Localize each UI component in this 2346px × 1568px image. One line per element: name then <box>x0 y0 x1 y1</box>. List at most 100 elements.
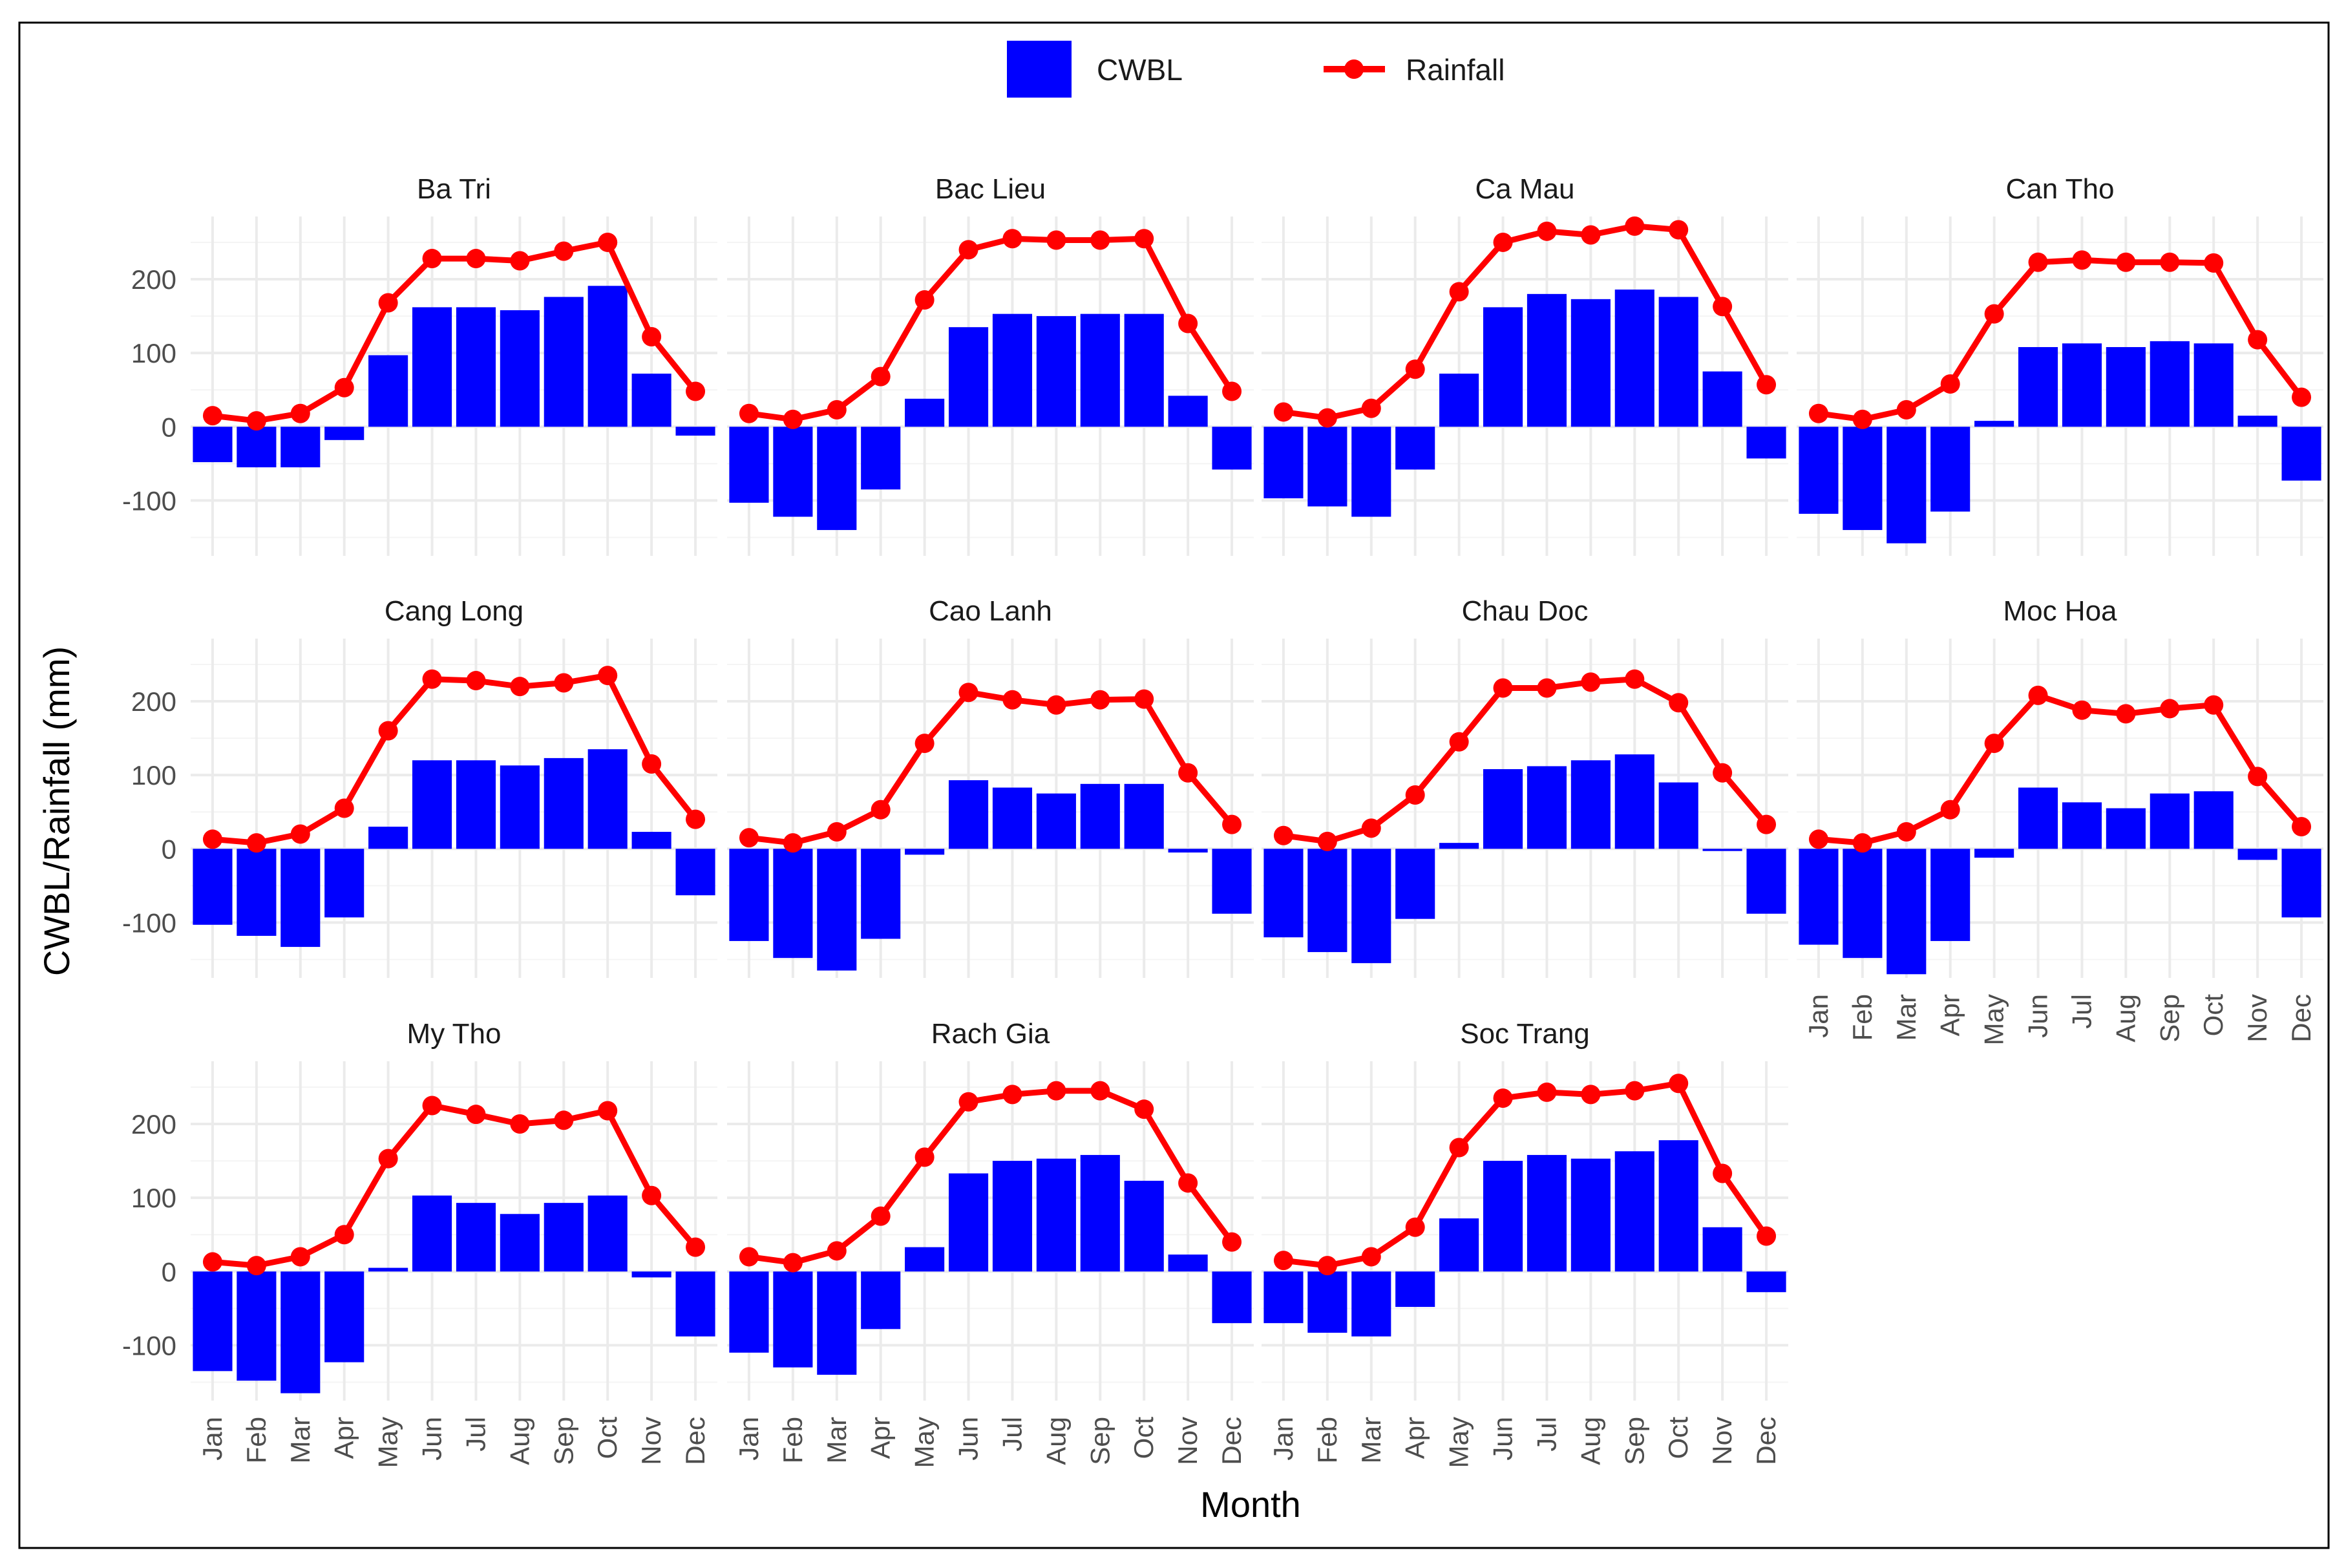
rainfall-point-may <box>914 734 935 754</box>
rainfall-point-may <box>914 290 935 310</box>
rainfall-point-apr <box>1405 1217 1425 1237</box>
rainfall-point-apr <box>334 798 354 818</box>
cwbl-bar-jul <box>992 313 1033 427</box>
panel-bac-lieu: Bac Lieu <box>727 173 1254 556</box>
x-tick-label: Nov <box>1707 1417 1737 1465</box>
rainfall-point-sep <box>554 1110 574 1130</box>
cwbl-bar-jul <box>456 307 496 427</box>
cwbl-bar-apr <box>861 427 901 490</box>
cwbl-bar-jun <box>948 1173 989 1272</box>
x-axis-title: Month <box>1200 1484 1301 1525</box>
cwbl-bar-sep <box>1614 754 1654 849</box>
rainfall-point-may <box>1449 1138 1469 1158</box>
cwbl-bar-oct <box>587 1195 628 1272</box>
cwbl-bar-aug <box>1036 316 1076 427</box>
x-tick-label: Jan <box>734 1417 764 1461</box>
panel-chau-doc: Chau Doc <box>1262 595 1788 978</box>
rainfall-point-feb <box>1317 1256 1337 1276</box>
rainfall-point-nov <box>1713 297 1733 317</box>
y-tick-label: -100 <box>122 1330 176 1361</box>
x-tick-label: Mar <box>1891 994 1921 1041</box>
cwbl-bar-mar <box>1351 427 1391 517</box>
rainfall-point-dec <box>1757 1226 1777 1246</box>
rainfall-point-mar <box>290 403 310 423</box>
cwbl-bar-oct <box>587 286 628 427</box>
cwbl-bar-feb <box>1843 427 1883 531</box>
rainfall-point-apr <box>871 1206 891 1226</box>
rainfall-point-jun <box>1493 678 1513 698</box>
cwbl-bar-mar <box>817 849 857 971</box>
panel-cao-lanh: Cao Lanh <box>727 595 1254 978</box>
rainfall-point-feb <box>246 411 266 431</box>
panel-title: Ca Mau <box>1475 173 1574 205</box>
rainfall-point-sep <box>554 241 574 261</box>
rainfall-point-oct <box>1669 693 1689 713</box>
x-tick-label: Jun <box>1488 1417 1518 1461</box>
cwbl-bar-jan <box>729 849 769 941</box>
cwbl-bar-dec <box>1212 849 1252 914</box>
y-tick-label: 100 <box>131 338 176 368</box>
rainfall-point-jun <box>422 1096 442 1116</box>
rainfall-point-jun <box>422 249 442 269</box>
cwbl-bar-feb <box>1307 427 1347 507</box>
panel-my-tho: My Tho -100 0 100 200 Jan Feb Mar Apr May Jun Jul Au… <box>122 1018 717 1468</box>
rainfall-point-may <box>914 1147 935 1167</box>
x-tick-label: Jan <box>197 1417 227 1461</box>
x-tick-label: Jan <box>1803 994 1833 1038</box>
rainfall-point-aug <box>2116 252 2136 272</box>
rainfall-point-nov <box>1713 1163 1733 1183</box>
x-tick-label: Jul <box>2066 994 2097 1029</box>
legend-marker-rainfall <box>1344 59 1364 79</box>
rainfall-point-may <box>1984 304 2004 324</box>
cwbl-bar-jan <box>1799 849 1839 945</box>
rainfall-point-dec <box>2292 387 2312 407</box>
cwbl-bar-jul <box>2062 802 2102 849</box>
rainfall-point-aug <box>510 1114 530 1134</box>
rainfall-point-aug <box>510 251 530 271</box>
panel-can-tho: Can Tho <box>1797 173 2323 556</box>
cwbl-bar-feb <box>1307 1271 1347 1333</box>
cwbl-bar-dec <box>1746 1271 1786 1293</box>
cwbl-bar-sep <box>1080 313 1120 427</box>
cwbl-bar-aug <box>500 765 540 849</box>
cwbl-bar-jan <box>1263 1271 1304 1324</box>
rainfall-point-mar <box>1361 818 1381 838</box>
rainfall-point-jul <box>466 249 486 269</box>
cwbl-bar-nov <box>1702 1227 1742 1272</box>
rainfall-point-jul <box>2072 250 2092 270</box>
rainfall-point-jun <box>1493 1088 1513 1108</box>
cwbl-bar-jan <box>729 1271 769 1353</box>
rainfall-point-jan <box>739 1247 759 1267</box>
rainfall-point-mar <box>827 822 847 842</box>
rainfall-point-feb <box>783 833 803 853</box>
cwbl-bar-jul <box>456 1203 496 1272</box>
cwbl-bar-dec <box>675 427 715 436</box>
panel-moc-hoa: Moc Hoa Jan Feb Mar Apr May Jun Jul Aug Sep Oct Nov… <box>1797 595 2323 1045</box>
rainfall-point-jul <box>1537 1082 1557 1102</box>
x-tick-label: Sep <box>1084 1417 1115 1465</box>
panel-title: Can Tho <box>2006 173 2115 205</box>
cwbl-bar-jul <box>992 1161 1033 1272</box>
x-tick-label: Oct <box>1128 1417 1159 1459</box>
x-tick-label: Apr <box>1400 1417 1430 1459</box>
x-tick-label: Dec <box>1751 1417 1781 1465</box>
cwbl-bar-oct <box>1658 1140 1698 1272</box>
cwbl-bar-may <box>1439 1218 1479 1272</box>
rainfall-point-sep <box>1090 230 1110 250</box>
cwbl-bar-may <box>368 355 408 427</box>
rainfall-point-oct <box>598 1101 618 1121</box>
cwbl-bar-apr <box>861 1271 901 1330</box>
cwbl-bar-apr <box>1930 849 1971 941</box>
x-tick-label: Dec <box>680 1417 710 1465</box>
cwbl-bar-apr <box>1395 849 1435 919</box>
cwbl-bar-jun <box>412 1195 452 1272</box>
rainfall-point-aug <box>1581 672 1601 692</box>
cwbl-bar-aug <box>1036 1158 1076 1272</box>
cwbl-bar-jan <box>193 849 233 925</box>
cwbl-bar-sep <box>1080 1154 1120 1272</box>
rainfall-point-jan <box>1273 402 1293 422</box>
rainfall-point-aug <box>1581 1085 1601 1105</box>
x-tick-label: Jun <box>2023 994 2053 1038</box>
cwbl-bar-mar <box>817 1271 857 1375</box>
x-tick-label: Oct <box>592 1417 622 1459</box>
